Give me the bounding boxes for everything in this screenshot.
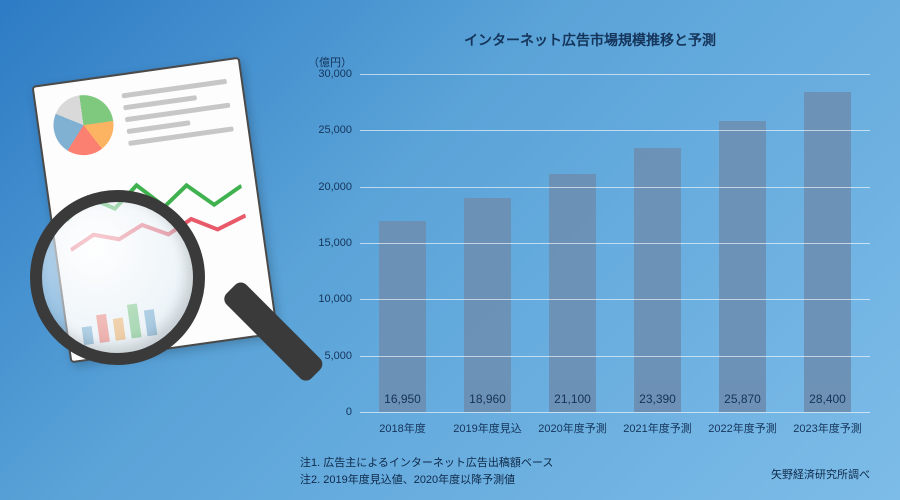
x-tick-label: 2023年度予測 (785, 420, 870, 436)
grid-line: 25,000 (360, 130, 870, 131)
y-tick-label: 30,000 (318, 68, 360, 80)
bar-value-label: 28,400 (804, 392, 852, 406)
bar: 25,870 (719, 121, 767, 412)
footnote-1: 注1. 広告主によるインターネット広告出稿額ベース (300, 455, 553, 472)
x-tick-label: 2021年度予測 (615, 420, 700, 436)
source-attribution: 矢野経済研究所調べ (771, 466, 870, 482)
grid-line: 15,000 (360, 243, 870, 244)
y-tick-label: 20,000 (318, 181, 360, 193)
footnote-2: 注2. 2019年度見込値、2020年度以降予測値 (300, 472, 553, 489)
bar-value-label: 23,390 (634, 392, 682, 406)
x-tick-label: 2018年度 (360, 420, 445, 436)
magnifier-icon (30, 190, 205, 365)
pie-icon (50, 91, 118, 159)
x-axis-labels: 2018年度2019年度見込2020年度予測2021年度予測2022年度予測20… (360, 420, 870, 436)
y-tick-label: 0 (346, 406, 360, 418)
bar-value-label: 16,950 (379, 392, 427, 406)
bar-value-label: 21,100 (549, 392, 597, 406)
y-tick-label: 25,000 (318, 124, 360, 136)
y-tick-label: 10,000 (318, 293, 360, 305)
plot-area: 16,950 18,960 21,100 23,390 25,870 28,400 0 5,… (360, 74, 870, 412)
x-tick-label: 2019年度見込 (445, 420, 530, 436)
grid-line: 30,000 (360, 74, 870, 75)
x-tick-label: 2020年度予測 (530, 420, 615, 436)
report-illustration (20, 60, 300, 400)
grid-line: 10,000 (360, 299, 870, 300)
bar-value-label: 18,960 (464, 392, 512, 406)
footnotes: 注1. 広告主によるインターネット広告出稿額ベース 注2. 2019年度見込値、… (300, 455, 553, 488)
bar-chart: インターネット広告市場規模推移と予測 （億円） 16,95018,96021,1… (310, 30, 870, 450)
bar: 16,950 (379, 221, 427, 412)
text-lines-icon (121, 79, 234, 153)
grid-line: 0 (360, 412, 870, 413)
chart-title: インターネット広告市場規模推移と予測 (310, 30, 870, 50)
grid-line: 20,000 (360, 187, 870, 188)
grid-line: 5,000 (360, 356, 870, 357)
x-tick-label: 2022年度予測 (700, 420, 785, 436)
bar: 18,960 (464, 198, 512, 412)
y-tick-label: 15,000 (318, 237, 360, 249)
bar: 28,400 (804, 92, 852, 412)
bar-value-label: 25,870 (719, 392, 767, 406)
bar: 23,390 (634, 148, 682, 412)
bar: 21,100 (549, 174, 597, 412)
y-tick-label: 5,000 (324, 350, 360, 362)
